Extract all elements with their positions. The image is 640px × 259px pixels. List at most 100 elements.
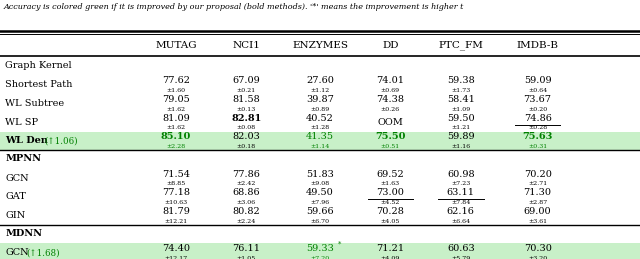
- Text: 81.09: 81.09: [162, 114, 190, 123]
- FancyBboxPatch shape: [0, 132, 640, 150]
- Text: 73.67: 73.67: [524, 95, 552, 104]
- Text: 85.10: 85.10: [161, 132, 191, 141]
- Text: ±6.70: ±6.70: [310, 219, 330, 224]
- Text: MDNN: MDNN: [5, 229, 42, 238]
- Text: ±1.14: ±1.14: [310, 144, 330, 149]
- Text: PTC_FM: PTC_FM: [438, 40, 483, 50]
- Text: Graph Kernel: Graph Kernel: [5, 61, 72, 70]
- Text: *: *: [338, 241, 341, 249]
- Text: 74.38: 74.38: [376, 95, 404, 104]
- FancyBboxPatch shape: [0, 243, 640, 259]
- Text: ±5.79: ±5.79: [451, 256, 470, 259]
- Text: WL Subtree: WL Subtree: [5, 99, 64, 108]
- Text: 39.87: 39.87: [306, 95, 334, 104]
- Text: GIN: GIN: [5, 211, 26, 220]
- Text: ±10.63: ±10.63: [164, 200, 188, 205]
- Text: 40.52: 40.52: [306, 114, 334, 123]
- Text: 74.86: 74.86: [524, 114, 552, 123]
- Text: ±0.64: ±0.64: [528, 88, 547, 93]
- Text: ±0.28: ±0.28: [528, 125, 547, 130]
- Text: ±6.64: ±6.64: [451, 219, 470, 224]
- Text: 82.03: 82.03: [232, 132, 260, 141]
- Text: ±1.63: ±1.63: [381, 181, 400, 186]
- Text: 70.28: 70.28: [376, 207, 404, 216]
- Text: 79.05: 79.05: [162, 95, 190, 104]
- Text: 76.11: 76.11: [232, 244, 260, 253]
- Text: GAT: GAT: [5, 192, 26, 201]
- Text: 74.01: 74.01: [376, 76, 404, 85]
- Text: ±0.31: ±0.31: [528, 144, 547, 149]
- Text: ±1.62: ±1.62: [166, 125, 186, 130]
- Text: 81.79: 81.79: [162, 207, 190, 216]
- Text: 82.81: 82.81: [231, 114, 262, 123]
- Text: 51.83: 51.83: [306, 170, 334, 179]
- Text: ±2.24: ±2.24: [237, 219, 256, 224]
- Text: Shortest Path: Shortest Path: [5, 81, 72, 89]
- Text: ±3.06: ±3.06: [237, 200, 256, 205]
- Text: ±3.20: ±3.20: [528, 256, 547, 259]
- Text: ±1.21: ±1.21: [451, 125, 470, 130]
- Text: 63.11: 63.11: [447, 188, 475, 197]
- Text: 69.52: 69.52: [376, 170, 404, 179]
- Text: (↑1.68): (↑1.68): [26, 248, 60, 257]
- Text: 77.62: 77.62: [162, 76, 190, 85]
- Text: 70.20: 70.20: [524, 170, 552, 179]
- Text: 58.41: 58.41: [447, 95, 475, 104]
- Text: 49.50: 49.50: [306, 188, 334, 197]
- Text: 27.60: 27.60: [306, 76, 334, 85]
- Text: ±8.85: ±8.85: [166, 181, 186, 186]
- Text: GCN: GCN: [5, 248, 29, 257]
- Text: ±0.13: ±0.13: [237, 107, 256, 112]
- Text: ±1.60: ±1.60: [166, 88, 186, 93]
- Text: 62.16: 62.16: [447, 207, 475, 216]
- Text: ±0.69: ±0.69: [381, 88, 400, 93]
- Text: ±2.28: ±2.28: [166, 144, 186, 149]
- Text: ±1.28: ±1.28: [310, 125, 330, 130]
- Text: ±0.21: ±0.21: [237, 88, 256, 93]
- Text: 71.21: 71.21: [376, 244, 404, 253]
- Text: ±0.89: ±0.89: [310, 107, 330, 112]
- Text: NCI1: NCI1: [232, 41, 260, 50]
- Text: 71.30: 71.30: [524, 188, 552, 197]
- Text: 73.00: 73.00: [376, 188, 404, 197]
- Text: 69.00: 69.00: [524, 207, 552, 216]
- Text: ±7.23: ±7.23: [451, 181, 470, 186]
- Text: ±7.20: ±7.20: [310, 256, 330, 259]
- Text: ±12.17: ±12.17: [164, 256, 188, 259]
- Text: GCN: GCN: [5, 174, 29, 183]
- Text: 59.09: 59.09: [524, 76, 552, 85]
- Text: OOM: OOM: [378, 118, 403, 127]
- Text: 81.58: 81.58: [232, 95, 260, 104]
- Text: ±1.12: ±1.12: [310, 88, 330, 93]
- Text: 60.98: 60.98: [447, 170, 475, 179]
- Text: ±12.21: ±12.21: [164, 219, 188, 224]
- Text: WL Den: WL Den: [5, 136, 48, 145]
- Text: ±7.84: ±7.84: [451, 200, 470, 205]
- Text: ±1.62: ±1.62: [166, 107, 186, 112]
- Text: 74.40: 74.40: [162, 244, 190, 253]
- Text: ±2.87: ±2.87: [528, 200, 547, 205]
- Text: ±9.08: ±9.08: [310, 181, 330, 186]
- Text: 59.38: 59.38: [447, 76, 475, 85]
- Text: ±1.05: ±1.05: [237, 256, 256, 259]
- Text: 75.50: 75.50: [375, 132, 406, 141]
- Text: 70.30: 70.30: [524, 244, 552, 253]
- Text: ±4.05: ±4.05: [381, 219, 400, 224]
- Text: 59.89: 59.89: [447, 132, 475, 141]
- Text: ±0.08: ±0.08: [237, 125, 256, 130]
- Text: 60.63: 60.63: [447, 244, 475, 253]
- Text: ±2.42: ±2.42: [237, 181, 256, 186]
- Text: 68.86: 68.86: [232, 188, 260, 197]
- Text: MPNN: MPNN: [5, 154, 41, 163]
- Text: ±1.73: ±1.73: [451, 88, 470, 93]
- Text: 71.54: 71.54: [162, 170, 190, 179]
- Text: ±0.51: ±0.51: [381, 144, 400, 149]
- Text: WL SP: WL SP: [5, 118, 38, 127]
- Text: 80.82: 80.82: [232, 207, 260, 216]
- Text: ±0.26: ±0.26: [381, 107, 400, 112]
- Text: 75.63: 75.63: [522, 132, 553, 141]
- Text: 77.18: 77.18: [162, 188, 190, 197]
- Text: DD: DD: [382, 41, 399, 50]
- Text: ±4.52: ±4.52: [381, 200, 400, 205]
- Text: ±4.09: ±4.09: [381, 256, 400, 259]
